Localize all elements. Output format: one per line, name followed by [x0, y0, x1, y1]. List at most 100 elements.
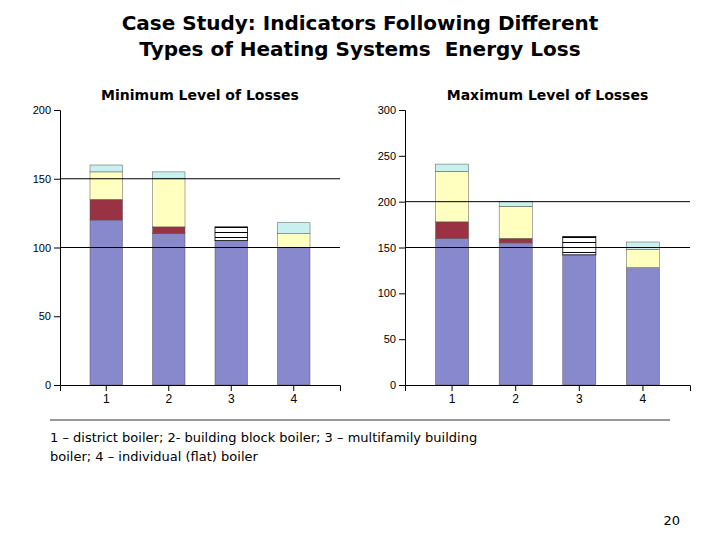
tick-mark	[106, 385, 107, 391]
tick-mark	[293, 385, 294, 391]
tick: 200	[33, 104, 60, 116]
separator	[50, 420, 670, 421]
title-line: Case Study: Indicators Following Differe…	[122, 11, 599, 35]
reference-line	[60, 247, 340, 248]
axis-line	[61, 386, 341, 392]
bar-segment	[436, 171, 469, 221]
tick: 150	[378, 242, 405, 254]
bar-segment	[215, 241, 248, 385]
tick-label: 3	[576, 392, 583, 406]
tick-label: 150	[378, 242, 396, 254]
annotation-line: boiler; 4 – individual (flat) boiler	[50, 449, 258, 464]
tick-mark	[399, 156, 405, 157]
axis-line	[399, 111, 406, 386]
tick-mark	[399, 385, 405, 386]
bar-segment	[278, 223, 311, 234]
bar-segment	[90, 165, 123, 172]
axis-line	[54, 111, 61, 386]
plot: 0501001502002503001234Maximum Level of L…	[378, 87, 691, 406]
tick: 1	[449, 385, 456, 406]
tick-mark	[231, 385, 232, 391]
reference-line	[60, 178, 340, 179]
tick-mark	[515, 385, 516, 391]
tick-mark	[54, 385, 60, 386]
bar-series	[90, 165, 310, 234]
tick: 200	[378, 196, 405, 208]
chart-page: Case Study: Indicators Following Differe…	[0, 0, 720, 540]
tick-label: 150	[33, 173, 51, 185]
tick-label: 0	[45, 379, 51, 391]
tick-label: 250	[378, 150, 396, 162]
annotation-line: 1 – district boiler; 2- building block b…	[50, 430, 477, 445]
tick: 4	[640, 385, 647, 406]
bar-segment	[436, 164, 469, 171]
bar-series	[436, 171, 660, 267]
tick: 1	[103, 385, 110, 406]
tick-label: 1	[103, 392, 110, 406]
hatched-bar-segment	[563, 237, 596, 255]
title: Case Study: Indicators Following Differe…	[122, 11, 599, 61]
hatched-bar-segment	[278, 222, 311, 223]
tick-label: 3	[228, 392, 235, 406]
tick: 3	[228, 385, 235, 406]
bar-segment	[626, 242, 659, 249]
reference-line	[405, 247, 690, 248]
tick-mark	[399, 202, 405, 203]
x-axis: 1 2 3 4	[61, 385, 341, 406]
tick: 300	[378, 104, 405, 116]
bar-segment	[499, 238, 532, 243]
tick-label: 200	[33, 104, 51, 116]
tick-label: 300	[378, 104, 396, 116]
hatched-bar-segment	[436, 164, 469, 165]
tick: 150	[33, 173, 60, 185]
annotation: 1 – district boiler; 2- building block b…	[50, 430, 477, 464]
bar-segment	[153, 172, 186, 179]
x-axis: 1 2 3 4	[406, 385, 691, 406]
bar-segment	[499, 202, 532, 207]
reference-line	[405, 201, 690, 202]
tick-mark	[54, 110, 60, 111]
tick-label: 2	[165, 392, 172, 406]
tick-mark	[642, 385, 643, 391]
tick: 0	[45, 379, 60, 391]
tick-mark	[54, 179, 60, 180]
tick: 3	[576, 385, 583, 406]
tick-label: 0	[390, 379, 396, 391]
title-line: Types of Heating Systems Energy Loss	[139, 37, 580, 61]
bar-segment	[436, 238, 469, 385]
tick-label: 4	[290, 392, 297, 406]
bar-segment	[153, 234, 186, 385]
hatched-bar-segment	[215, 227, 248, 241]
y-axis: 050100150200	[33, 104, 61, 391]
tick-label: 1	[449, 392, 456, 406]
bar-segment	[626, 268, 659, 385]
tick-mark	[399, 339, 405, 340]
bars	[405, 164, 690, 385]
bar-series	[215, 227, 248, 241]
bar-segment	[90, 199, 123, 220]
tick-mark	[54, 248, 60, 249]
hatched-bar-segment	[90, 165, 123, 166]
plot: 0501001502001234Minimum Level of Losses	[33, 87, 341, 406]
bar-segment	[563, 255, 596, 385]
tick-label: 100	[378, 287, 396, 299]
tick: 100	[378, 287, 405, 299]
tick-mark	[168, 385, 169, 391]
bar-segment	[499, 243, 532, 385]
tick-label: 50	[39, 310, 51, 322]
tick: 2	[512, 385, 519, 406]
bar-segment	[278, 248, 311, 386]
bar-series	[436, 164, 660, 249]
subtitle: Minimum Level of Losses	[101, 87, 299, 103]
tick-mark	[399, 248, 405, 249]
axis-line	[406, 386, 691, 392]
bar-segment	[278, 234, 311, 248]
y-axis: 0 50 100 150 200 250 300	[378, 104, 406, 391]
bar-series	[90, 220, 310, 385]
bar-series	[563, 237, 596, 255]
bar-series	[90, 172, 310, 248]
bar-segment	[90, 220, 123, 385]
tick-mark	[54, 316, 60, 317]
tick-label: 50	[384, 333, 396, 345]
tick: 4	[290, 385, 297, 406]
